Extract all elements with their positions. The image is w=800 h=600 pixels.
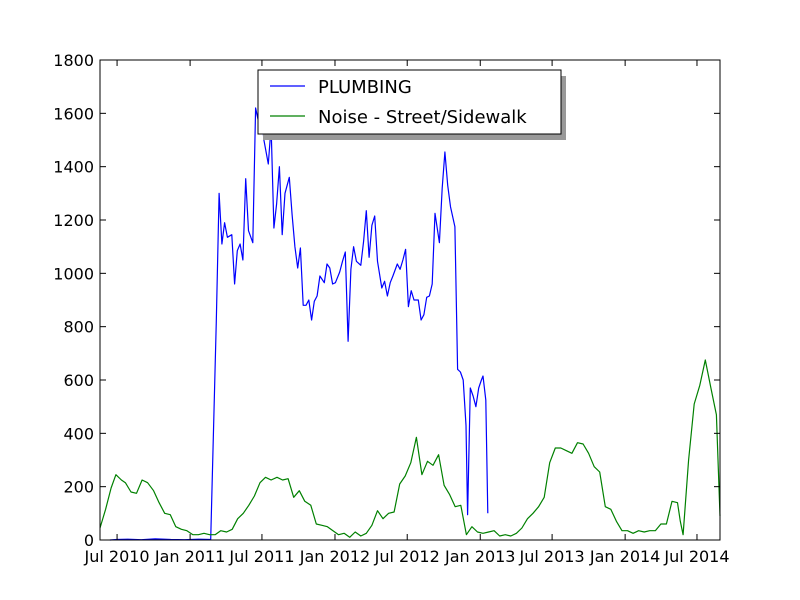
x-tick-label: Jan 2012 <box>299 547 370 566</box>
y-tick-label: 1400 <box>53 158 94 177</box>
y-tick-label: 1000 <box>53 264 94 283</box>
legend-label-plumbing: PLUMBING <box>318 77 412 98</box>
y-tick-label: 1600 <box>53 104 94 123</box>
x-tick-label: Jul 2011 <box>228 547 294 566</box>
series-line-1 <box>99 359 721 538</box>
ticks-layer: 0 200 400 600 800 1000 1200 1400 1600 1800 Jul 201… <box>53 51 729 566</box>
legend: PLUMBING Noise - Street/Sidewalk <box>257 69 566 140</box>
legend-label-noise: Noise - Street/Sidewalk <box>318 107 527 128</box>
y-tick-label: 800 <box>63 318 94 337</box>
y-tick-label: 400 <box>63 424 94 443</box>
y-tick-label: 0 <box>84 531 94 550</box>
y-tick-label: 1800 <box>53 51 94 70</box>
x-tick-label: Jan 2013 <box>444 547 515 566</box>
plot-frame <box>99 59 721 541</box>
legend-box <box>257 69 562 135</box>
x-tick-label: Jul 2012 <box>374 547 440 566</box>
x-tick-label: Jul 2010 <box>84 547 150 566</box>
x-tick-label: Jan 2011 <box>154 547 225 566</box>
x-tick-label: Jan 2014 <box>589 547 660 566</box>
x-tick-label: Jul 2013 <box>519 547 585 566</box>
y-tick-label: 200 <box>63 478 94 497</box>
y-tick-label: 600 <box>63 371 94 390</box>
series-layer <box>99 107 721 541</box>
series-line-0 <box>109 107 489 541</box>
x-tick-label: Jul 2014 <box>663 547 729 566</box>
y-tick-label: 1200 <box>53 211 94 230</box>
